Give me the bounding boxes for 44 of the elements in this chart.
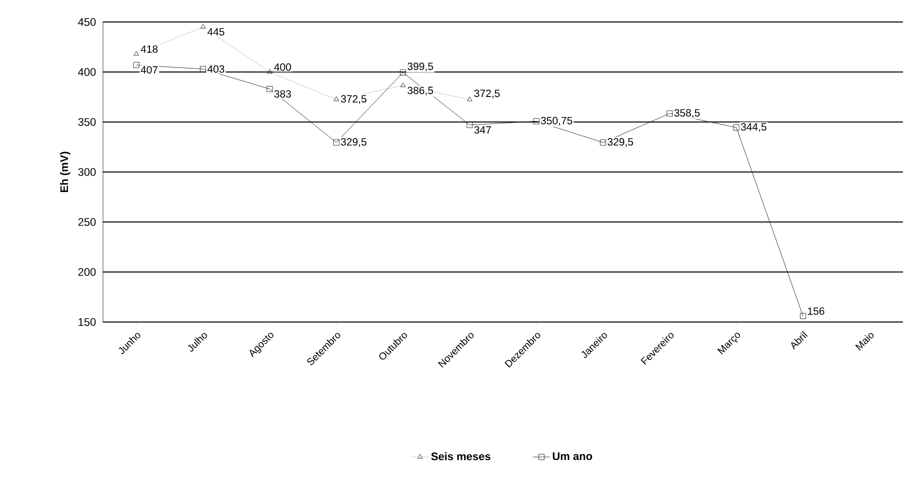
data-label: 400 <box>274 63 291 71</box>
point <box>600 140 606 146</box>
y-tick-label: 400 <box>78 68 96 76</box>
y-axis-title: Eh (mV) <box>60 152 70 192</box>
point <box>133 62 140 68</box>
point <box>200 66 206 72</box>
data-label: 344,5 <box>740 123 766 132</box>
point <box>400 82 406 88</box>
point <box>800 313 806 319</box>
point <box>134 51 139 56</box>
data-label: 329,5 <box>608 138 634 147</box>
point <box>666 110 673 116</box>
data-label: 372,5 <box>474 90 500 98</box>
point <box>466 122 473 128</box>
data-label: 403 <box>207 65 224 73</box>
data-label: 347 <box>474 126 491 134</box>
data-label: 407 <box>140 66 158 74</box>
point <box>267 69 272 74</box>
point <box>333 140 340 146</box>
legend-label: Seis meses <box>431 452 490 460</box>
data-label: 372,5 <box>340 95 366 104</box>
data-label: 386,5 <box>408 86 434 96</box>
point <box>533 118 540 124</box>
data-label: 350,75 <box>540 116 572 126</box>
point <box>266 86 273 92</box>
data-label: 156 <box>808 307 824 315</box>
y-tick-label: 450 <box>78 18 96 26</box>
y-tick-label: 200 <box>78 268 96 276</box>
point <box>467 96 472 102</box>
point <box>400 70 406 76</box>
data-label: 399,5 <box>408 62 434 72</box>
y-tick-label: 150 <box>78 318 96 326</box>
data-label: 445 <box>207 28 224 36</box>
point <box>733 124 740 130</box>
data-label: 358,5 <box>674 109 700 118</box>
legend-label: Um ano <box>552 452 592 460</box>
y-tick-label: 300 <box>78 168 96 176</box>
point <box>334 96 339 102</box>
point <box>200 24 206 29</box>
y-tick-label: 350 <box>78 118 96 126</box>
data-label: 383 <box>274 90 291 98</box>
y-tick-label: 250 <box>78 218 96 226</box>
data-label: 329,5 <box>340 138 366 147</box>
data-label: 418 <box>140 45 158 53</box>
